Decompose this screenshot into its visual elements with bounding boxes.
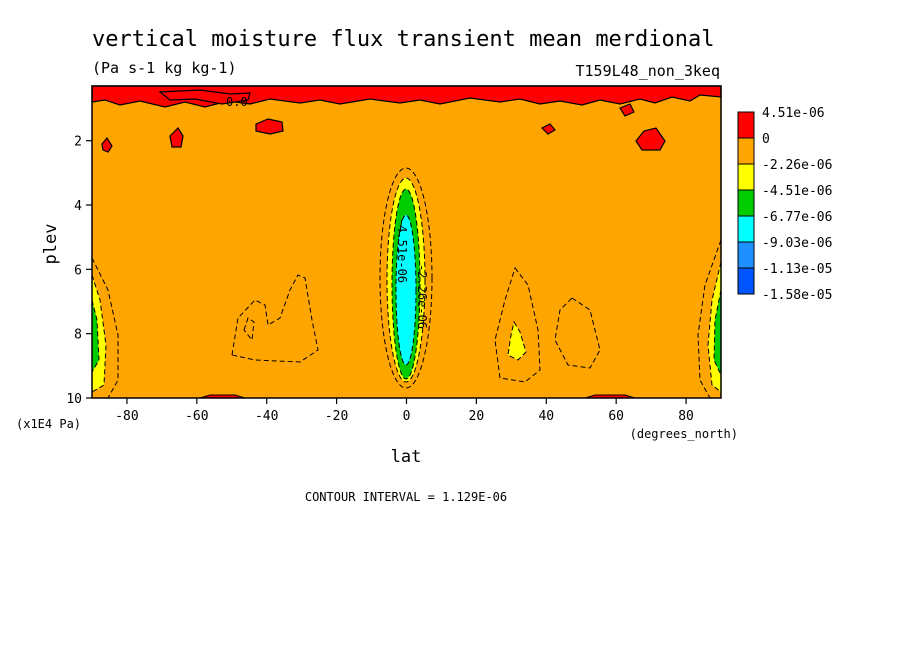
x-axis-units: (degrees_north) bbox=[630, 427, 738, 441]
legend-label: 4.51e-06 bbox=[762, 106, 825, 121]
x-axis-label: lat bbox=[391, 447, 422, 467]
x-tick-label: -40 bbox=[255, 409, 278, 424]
positive-region-top-2 bbox=[158, 89, 251, 105]
legend-label: -4.51e-06 bbox=[762, 184, 832, 199]
plot-area: 0.0 -4.51e-06 -2.26e-06 bbox=[91, 85, 722, 399]
legend-swatch bbox=[737, 267, 755, 295]
legend-swatch bbox=[737, 189, 755, 217]
y-axis-label: plev bbox=[41, 224, 61, 265]
legend-label: -9.03e-06 bbox=[762, 236, 832, 251]
x-tick-label: 0 bbox=[403, 409, 411, 424]
positive-region-top bbox=[91, 85, 722, 108]
contour-line bbox=[243, 317, 255, 342]
legend-swatch bbox=[737, 163, 755, 191]
x-axis: -80 -60 -40 -20 0 20 40 60 80 bbox=[115, 398, 694, 424]
legend-label: -1.13e-05 bbox=[762, 262, 832, 277]
positive-patch bbox=[635, 127, 666, 151]
north-pole-minimum bbox=[697, 239, 722, 399]
contour-label: -4.51e-06 bbox=[395, 218, 409, 283]
contour-label: -2.26e-06 bbox=[415, 264, 429, 329]
legend-swatch bbox=[737, 215, 755, 243]
contour-interval: CONTOUR INTERVAL = 1.129E-06 bbox=[305, 490, 507, 504]
legend-swatch bbox=[737, 137, 755, 165]
30n-minimum bbox=[494, 266, 541, 383]
legend-label: -2.26e-06 bbox=[762, 158, 832, 173]
positive-patch bbox=[169, 127, 184, 148]
legend-label: -1.58e-05 bbox=[762, 288, 832, 303]
positive-patch bbox=[619, 103, 635, 117]
x-tick-label: -60 bbox=[185, 409, 208, 424]
y-tick-label: 8 bbox=[74, 328, 82, 343]
y-tick-label: 10 bbox=[66, 392, 82, 407]
color-legend: 4.51e-06 0 -2.26e-06 -4.51e-06 -6.77e-06 -9.0… bbox=[737, 106, 832, 303]
contour-label: 0.0 bbox=[226, 95, 248, 109]
positive-patch bbox=[101, 136, 113, 153]
chart-title: vertical moisture flux transient mean me… bbox=[92, 27, 715, 52]
y-tick-label: 2 bbox=[74, 135, 82, 150]
x-tick-label: 60 bbox=[608, 409, 624, 424]
contour-line bbox=[554, 297, 601, 369]
x-tick-label: 80 bbox=[678, 409, 694, 424]
contour-line bbox=[231, 274, 319, 363]
legend-swatch bbox=[737, 111, 755, 139]
legend-label: -6.77e-06 bbox=[762, 210, 832, 225]
y-axis-units: (x1E4 Pa) bbox=[16, 417, 81, 431]
equatorial-minimum bbox=[379, 167, 433, 389]
x-tick-label: 40 bbox=[538, 409, 554, 424]
y-axis: 2 4 6 8 10 bbox=[66, 135, 92, 407]
legend-label: 0 bbox=[762, 132, 770, 147]
positive-patch bbox=[255, 118, 284, 135]
dataset-label: T159L48_non_3keq bbox=[576, 62, 721, 80]
y-tick-label: 6 bbox=[74, 263, 82, 278]
x-tick-label: -20 bbox=[325, 409, 348, 424]
legend-swatch bbox=[737, 241, 755, 269]
chart-units: (Pa s-1 kg kg-1) bbox=[92, 59, 237, 77]
positive-patch bbox=[540, 123, 556, 135]
y-tick-label: 4 bbox=[74, 199, 82, 214]
x-tick-label: -80 bbox=[115, 409, 138, 424]
x-tick-label: 20 bbox=[469, 409, 485, 424]
